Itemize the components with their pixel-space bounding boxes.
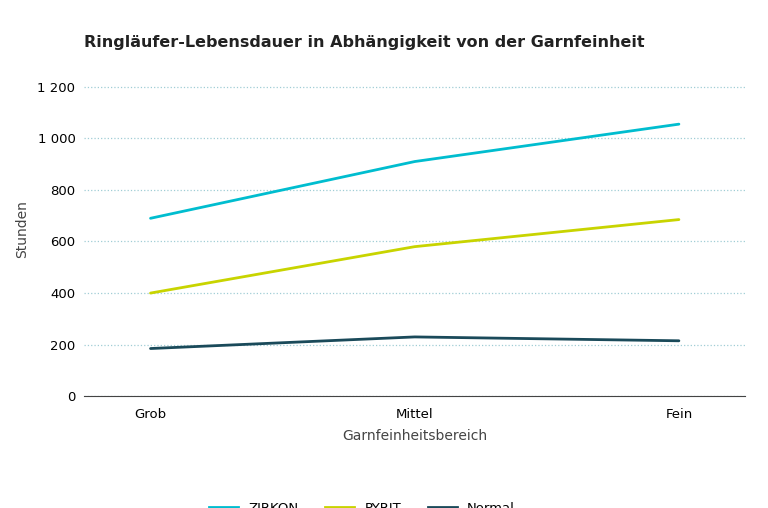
Text: Ringläufer-Lebensdauer in Abhängigkeit von der Garnfeinheit: Ringläufer-Lebensdauer in Abhängigkeit v… bbox=[84, 35, 645, 50]
X-axis label: Garnfeinheitsbereich: Garnfeinheitsbereich bbox=[343, 429, 487, 443]
Y-axis label: Stunden: Stunden bbox=[15, 200, 29, 258]
Legend: ZIRKON, PYRIT, Normal: ZIRKON, PYRIT, Normal bbox=[204, 497, 520, 508]
